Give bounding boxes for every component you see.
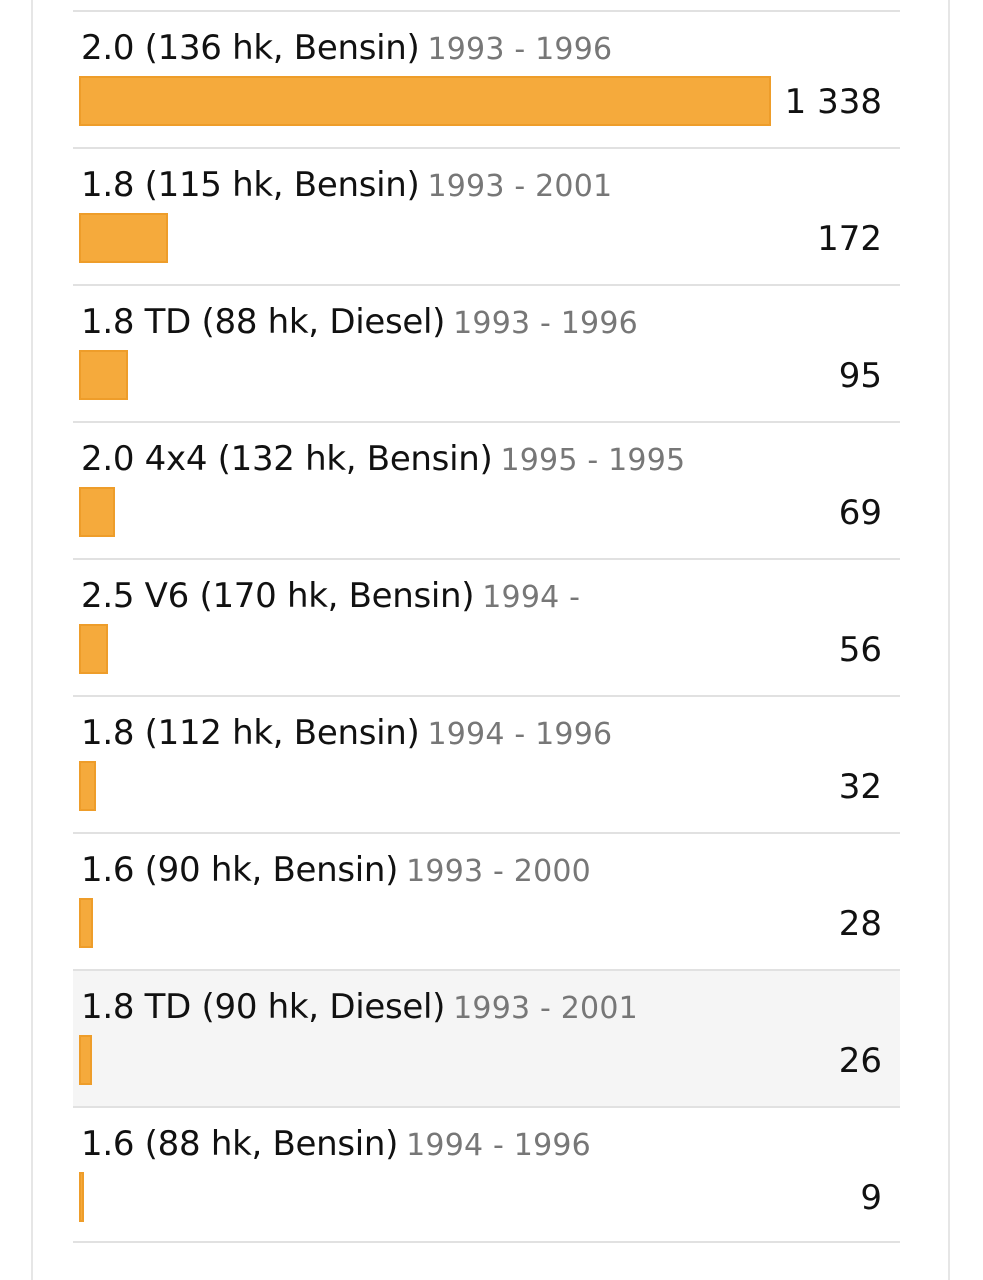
bar [79, 487, 115, 537]
bar-value-label: 1 338 [784, 82, 882, 122]
engine-label: 1.6 (90 hk, Bensin) 1993 - 2000 [81, 850, 591, 890]
engine-label: 1.8 (112 hk, Bensin) 1994 - 1996 [81, 713, 612, 753]
engine-years: 1995 - 1995 [500, 443, 686, 478]
engine-bar-list: 2.0 (136 hk, Bensin) 1993 - 1996 1 338 1.8 … [73, 10, 900, 1243]
bar [79, 898, 93, 948]
engine-label: 1.8 (115 hk, Bensin) 1993 - 2001 [81, 165, 612, 205]
engine-row[interactable]: 2.5 V6 (170 hk, Bensin) 1994 - 56 [73, 558, 900, 695]
bar [79, 1172, 84, 1222]
engine-row[interactable]: 2.0 (136 hk, Bensin) 1993 - 1996 1 338 [73, 10, 900, 147]
bar [79, 1035, 92, 1085]
engine-label: 1.6 (88 hk, Bensin) 1994 - 1996 [81, 1124, 591, 1164]
bar-value-label: 95 [838, 356, 882, 396]
engine-years: 1993 - 2000 [406, 854, 591, 889]
bar-value-label: 9 [860, 1178, 882, 1218]
engine-row[interactable]: 1.8 (112 hk, Bensin) 1994 - 1996 32 [73, 695, 900, 832]
bar-value-label: 28 [838, 904, 882, 944]
engine-years: 1994 - 1996 [427, 717, 613, 752]
engine-years: 1993 - 2001 [453, 991, 638, 1026]
engine-name: 1.6 (88 hk, Bensin) [81, 1124, 399, 1164]
engine-name: 2.5 V6 (170 hk, Bensin) [81, 576, 475, 616]
engine-name: 2.0 (136 hk, Bensin) [81, 28, 420, 68]
engine-name: 1.8 TD (90 hk, Diesel) [81, 987, 446, 1027]
engine-label: 2.0 4x4 (132 hk, Bensin) 1995 - 1995 [81, 439, 685, 479]
engine-years: 1993 - 1996 [453, 306, 638, 341]
engine-name: 1.6 (90 hk, Bensin) [81, 850, 399, 890]
engine-row[interactable]: 1.8 TD (88 hk, Diesel) 1993 - 1996 95 [73, 284, 900, 421]
engine-row[interactable]: 2.0 4x4 (132 hk, Bensin) 1995 - 1995 69 [73, 421, 900, 558]
bar-value-label: 69 [838, 493, 882, 533]
engine-label: 2.5 V6 (170 hk, Bensin) 1994 - [81, 576, 580, 616]
engine-row[interactable]: 1.6 (88 hk, Bensin) 1994 - 1996 9 [73, 1106, 900, 1243]
engine-years: 1994 - 1996 [406, 1128, 591, 1163]
bar [79, 624, 108, 674]
engine-name: 1.8 (112 hk, Bensin) [81, 713, 420, 753]
bar [79, 76, 771, 126]
bar-value-label: 32 [838, 767, 882, 807]
engine-label: 1.8 TD (90 hk, Diesel) 1993 - 2001 [81, 987, 638, 1027]
engine-name: 1.8 TD (88 hk, Diesel) [81, 302, 446, 342]
bar-value-label: 56 [838, 630, 882, 670]
engine-years: 1993 - 1996 [427, 32, 613, 67]
engine-row[interactable]: 1.8 (115 hk, Bensin) 1993 - 2001 172 [73, 147, 900, 284]
bar [79, 350, 128, 400]
bar-value-label: 172 [817, 219, 882, 259]
engine-label: 1.8 TD (88 hk, Diesel) 1993 - 1996 [81, 302, 638, 342]
engine-years: 1993 - 2001 [427, 169, 613, 204]
engine-row[interactable]: 1.6 (90 hk, Bensin) 1993 - 2000 28 [73, 832, 900, 969]
engine-years: 1994 - [482, 580, 581, 615]
engine-name: 2.0 4x4 (132 hk, Bensin) [81, 439, 493, 479]
engine-row[interactable]: 1.8 TD (90 hk, Diesel) 1993 - 2001 26 [73, 969, 900, 1106]
bar [79, 761, 96, 811]
engine-label: 2.0 (136 hk, Bensin) 1993 - 1996 [81, 28, 612, 68]
bar-value-label: 26 [838, 1041, 882, 1081]
engine-name: 1.8 (115 hk, Bensin) [81, 165, 420, 205]
bar [79, 213, 168, 263]
